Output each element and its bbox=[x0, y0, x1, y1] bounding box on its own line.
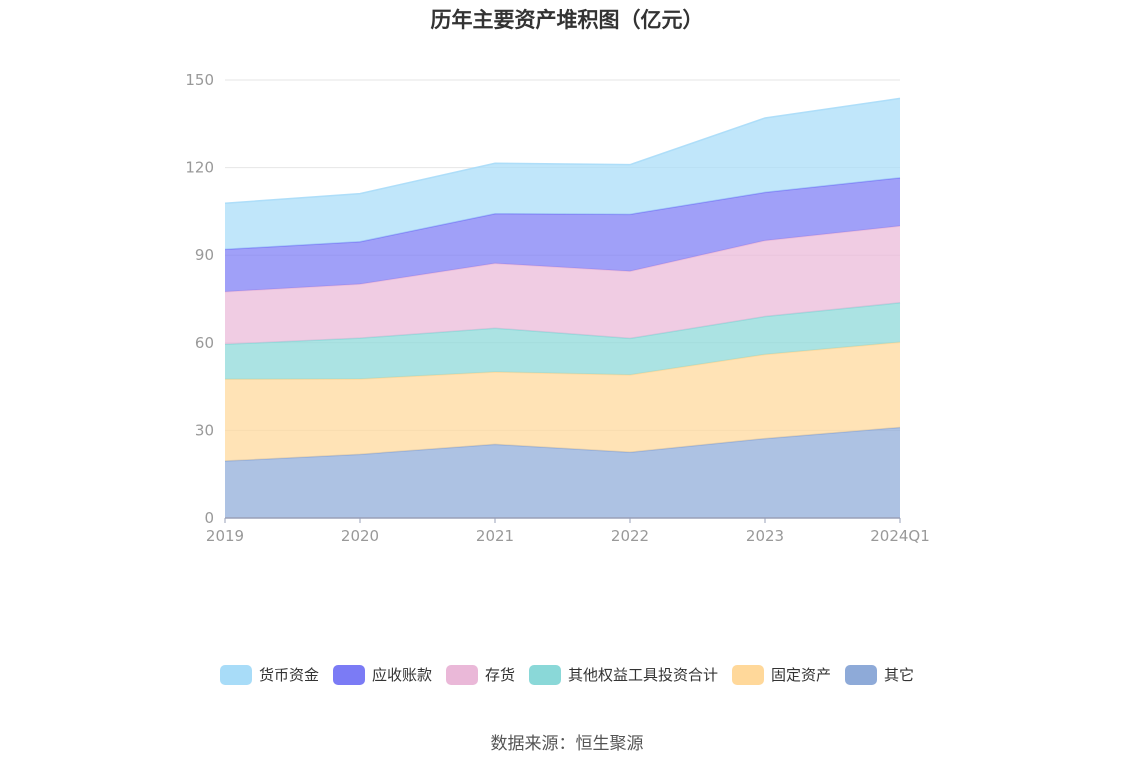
legend-label: 应收账款 bbox=[371, 666, 432, 684]
legend-item[interactable]: 存货 bbox=[445, 664, 515, 685]
area-series-2 bbox=[225, 302, 900, 380]
legend-item[interactable]: 其他权益工具投资合计 bbox=[529, 664, 718, 685]
legend-swatch bbox=[332, 664, 365, 685]
legend-swatch bbox=[845, 664, 878, 685]
y-tick-label: 90 bbox=[195, 246, 214, 264]
x-tick-label: 2024Q1 bbox=[870, 527, 930, 545]
legend-item[interactable]: 其它 bbox=[845, 664, 914, 685]
legend-swatch bbox=[529, 664, 561, 685]
legend-item[interactable]: 固定资产 bbox=[732, 664, 831, 685]
legend: 货币资金 应收账款 存货 其他权益工具投资合计 固定资产 其它 bbox=[0, 664, 1134, 685]
area-series-5 bbox=[225, 98, 900, 250]
y-tick-label: 30 bbox=[195, 421, 214, 439]
x-tick-label: 2021 bbox=[476, 527, 514, 545]
y-tick-label: 0 bbox=[204, 509, 214, 527]
x-tick-label: 2020 bbox=[341, 527, 379, 545]
legend-item[interactable]: 应收账款 bbox=[332, 664, 432, 685]
area-series-1 bbox=[225, 342, 900, 462]
legend-label: 其他权益工具投资合计 bbox=[568, 666, 719, 684]
legend-item[interactable]: 货币资金 bbox=[219, 664, 319, 685]
legend-label: 存货 bbox=[484, 666, 515, 684]
legend-swatch bbox=[732, 664, 765, 685]
area-series-4 bbox=[225, 177, 900, 292]
legend-swatch bbox=[445, 664, 478, 685]
area-series-3 bbox=[225, 226, 900, 345]
legend-label: 其它 bbox=[884, 666, 915, 684]
series-line-5 bbox=[224, 97, 901, 204]
y-tick-label: 120 bbox=[185, 159, 214, 177]
x-tick-label: 2023 bbox=[746, 527, 784, 545]
x-tick-label: 2022 bbox=[611, 527, 649, 545]
area-series-0 bbox=[225, 427, 900, 518]
legend-label: 固定资产 bbox=[771, 666, 832, 684]
source-note: 数据来源：恒生聚源 bbox=[490, 734, 644, 754]
chart-title: 历年主要资产堆积图（亿元） bbox=[430, 8, 704, 32]
x-tick-label: 2019 bbox=[206, 527, 244, 545]
y-tick-label: 60 bbox=[195, 334, 214, 352]
y-tick-label: 150 bbox=[185, 71, 214, 89]
legend-swatch bbox=[219, 664, 252, 685]
legend-label: 货币资金 bbox=[258, 666, 319, 684]
